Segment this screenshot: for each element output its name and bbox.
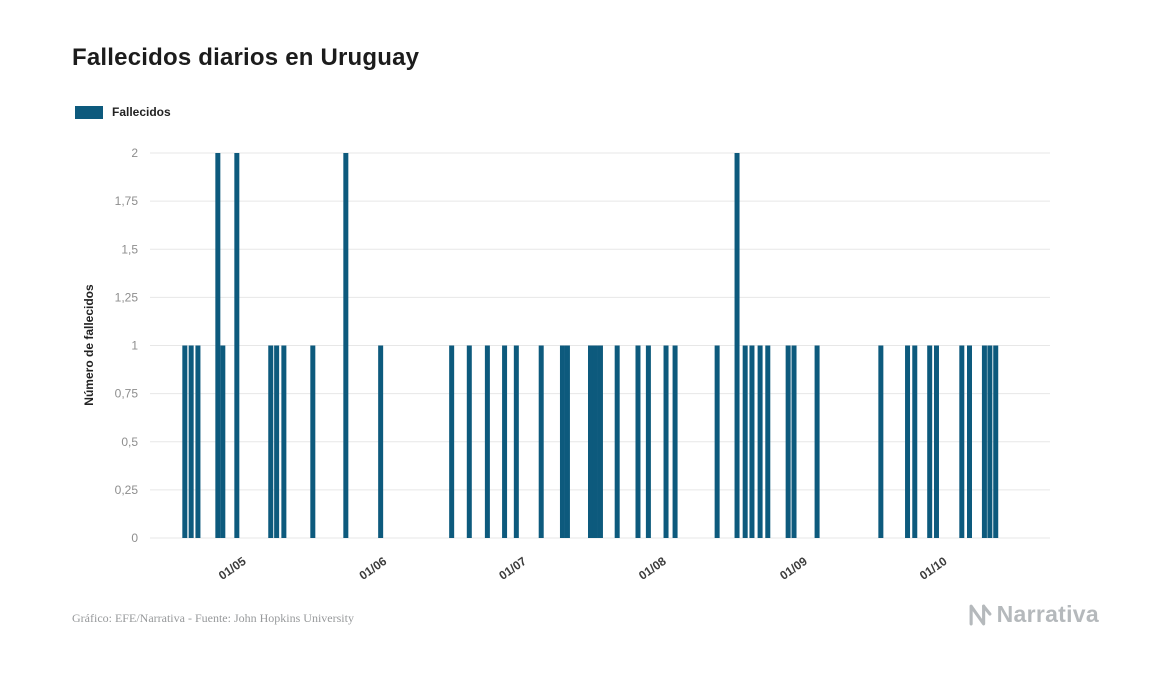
bar xyxy=(268,345,274,538)
bar xyxy=(645,345,651,538)
x-tick-label: 01/06 xyxy=(357,554,390,583)
legend-swatch xyxy=(75,105,103,119)
bar xyxy=(814,345,820,538)
y-tick-label: 0,5 xyxy=(121,435,138,449)
source-credit: Gráfico: EFE/Narrativa - Fuente: John Ho… xyxy=(72,611,354,625)
bar xyxy=(215,153,221,538)
bar-chart: 0 0,25 0,5 0,75 1 1,25 1,5 1,75 2 01/05 01/06 01/07… xyxy=(82,146,1050,583)
bar xyxy=(933,345,939,538)
bar xyxy=(959,345,965,538)
bar xyxy=(281,345,287,538)
bar xyxy=(981,345,987,538)
bar xyxy=(588,345,594,538)
page-title: Fallecidos diarios en Uruguay xyxy=(72,44,420,71)
bar xyxy=(742,345,748,538)
y-tick-label: 0,75 xyxy=(115,387,139,401)
legend[interactable]: Fallecidos xyxy=(75,105,171,119)
x-tick-label: 01/08 xyxy=(636,554,669,583)
bar xyxy=(905,345,911,538)
bar xyxy=(502,345,508,538)
bar xyxy=(663,345,669,538)
narrativa-logo-icon xyxy=(969,604,991,626)
narrativa-wordmark: Narrativa xyxy=(996,601,1099,627)
bar xyxy=(343,153,349,538)
bar xyxy=(927,345,933,538)
bar xyxy=(734,153,740,538)
bar xyxy=(564,345,570,538)
bar xyxy=(559,345,565,538)
axis-labels: 0 0,25 0,5 0,75 1 1,25 1,5 1,75 2 01/05 01/06 01/07… xyxy=(115,146,950,583)
bar xyxy=(234,153,240,538)
bar xyxy=(757,345,763,538)
y-tick-label: 2 xyxy=(131,146,138,160)
bar xyxy=(484,345,490,538)
y-tick-label: 1 xyxy=(131,339,138,353)
bar-series xyxy=(182,153,999,538)
bar xyxy=(182,345,188,538)
y-tick-label: 0,25 xyxy=(115,483,139,497)
legend-label: Fallecidos xyxy=(112,105,171,119)
x-tick-label: 01/09 xyxy=(777,554,810,583)
bar xyxy=(513,345,519,538)
bar xyxy=(714,345,720,538)
x-tick-label: 01/05 xyxy=(216,554,249,583)
bar xyxy=(966,345,972,538)
bar xyxy=(791,345,797,538)
x-tick-label: 01/10 xyxy=(917,554,950,583)
bar xyxy=(785,345,791,538)
bar xyxy=(274,345,280,538)
bar xyxy=(310,345,316,538)
bar xyxy=(614,345,620,538)
bar xyxy=(592,345,598,538)
y-tick-label: 0 xyxy=(131,531,138,545)
bar xyxy=(538,345,544,538)
bar xyxy=(220,345,226,538)
y-tick-label: 1,5 xyxy=(121,242,138,256)
bar xyxy=(466,345,472,538)
bar xyxy=(878,345,884,538)
x-tick-label: 01/07 xyxy=(496,554,529,583)
bar xyxy=(993,345,999,538)
bar xyxy=(635,345,641,538)
bar xyxy=(749,345,755,538)
bar xyxy=(378,345,384,538)
bar xyxy=(672,345,678,538)
bar xyxy=(987,345,993,538)
bar xyxy=(195,345,201,538)
bar xyxy=(188,345,194,538)
y-axis-title: Número de fallecidos xyxy=(82,284,96,406)
narrativa-brand: Narrativa xyxy=(968,601,1099,628)
bar xyxy=(765,345,771,538)
y-tick-label: 1,75 xyxy=(115,194,139,208)
bar xyxy=(597,345,603,538)
bar xyxy=(449,345,455,538)
bar xyxy=(912,345,918,538)
y-tick-label: 1,25 xyxy=(115,290,139,304)
